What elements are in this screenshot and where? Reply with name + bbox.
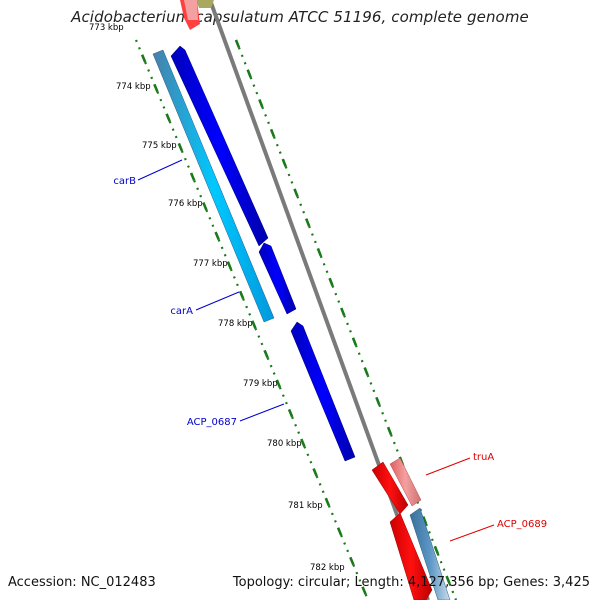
- feature-carB-gene: [170, 45, 269, 247]
- feature-ACP_0687-gene: [290, 321, 356, 462]
- major-tick: [246, 69, 252, 78]
- major-tick: [281, 158, 287, 168]
- major-tick: [234, 39, 241, 48]
- major-tick: [361, 586, 367, 595]
- major-tick: [433, 545, 440, 555]
- major-tick: [386, 426, 393, 436]
- major-tick: [328, 277, 334, 287]
- major-tick: [153, 83, 159, 93]
- feature-ACP_0689-gene: [389, 512, 433, 600]
- major-tick: [189, 172, 196, 181]
- major-tick: [263, 349, 269, 359]
- label-line-carB: [137, 159, 183, 181]
- major-tick: [293, 188, 299, 197]
- ruler-tick-labels: 773 kbp 774 kbp 775 kbp 776 kbp 777 kbp …: [89, 23, 345, 573]
- major-tick: [300, 438, 306, 447]
- major-tick: [275, 379, 282, 388]
- major-tick: [324, 497, 331, 507]
- inner-tick-ring: [134, 39, 370, 600]
- tick-label: 776 kbp: [168, 199, 203, 209]
- major-tick: [251, 320, 257, 329]
- gene-label-ACP_0687[interactable]: ACP_0687: [187, 417, 237, 428]
- major-tick: [304, 218, 311, 227]
- major-tick: [336, 527, 343, 536]
- feature-ACP_0689-cds: [409, 507, 451, 600]
- major-tick: [316, 248, 323, 257]
- major-tick: [375, 396, 381, 406]
- label-line-carA: [195, 291, 240, 311]
- accession-text: Accession: NC_012483: [8, 575, 156, 590]
- tick-label: 782 kbp: [310, 563, 345, 573]
- major-tick: [363, 367, 369, 376]
- tick-label: 779 kbp: [243, 379, 278, 389]
- tick-label: 778 kbp: [218, 319, 253, 329]
- major-tick: [258, 99, 264, 108]
- major-tick: [177, 142, 184, 152]
- feature-truA-rna: [389, 457, 422, 507]
- major-tick: [226, 261, 233, 270]
- major-tick: [214, 231, 220, 241]
- major-tick: [140, 54, 147, 63]
- inner-major-ticks: [140, 54, 367, 595]
- genome-summary-text: Topology: circular; Length: 4,127,356 bp…: [232, 575, 590, 590]
- gene-label-truA[interactable]: truA: [473, 452, 494, 463]
- major-tick: [287, 409, 294, 418]
- tick-label: 781 kbp: [288, 501, 323, 511]
- tick-label: 775 kbp: [142, 141, 177, 151]
- label-line-ACP_0689: [449, 524, 495, 542]
- gene-fragment-top-pink: [184, 0, 198, 20]
- label-line-ACP_0687: [239, 403, 285, 422]
- major-tick: [349, 556, 355, 566]
- major-tick: [340, 307, 346, 316]
- gene-label-ACP_0689[interactable]: ACP_0689: [497, 519, 547, 530]
- feature-truA-gene: [371, 461, 409, 515]
- major-tick: [422, 516, 428, 525]
- major-tick: [312, 468, 318, 477]
- major-tick: [351, 337, 358, 346]
- gene-label-carA[interactable]: carA: [170, 306, 193, 317]
- label-line-truA: [425, 457, 471, 476]
- tick-label: 774 kbp: [116, 82, 151, 92]
- major-tick: [238, 290, 245, 300]
- major-tick: [445, 575, 451, 585]
- gene-fragment-top-olive: [196, 0, 214, 8]
- tick-label: 773 kbp: [89, 23, 124, 33]
- tick-label: 780 kbp: [267, 439, 302, 449]
- feature-carB-cds: [152, 49, 275, 323]
- tick-label: 777 kbp: [193, 259, 228, 269]
- major-tick: [269, 128, 276, 138]
- major-tick: [165, 113, 171, 122]
- gene-label-carB[interactable]: carB: [113, 176, 136, 187]
- major-tick: [202, 202, 208, 211]
- feature-carA-gene: [258, 242, 297, 315]
